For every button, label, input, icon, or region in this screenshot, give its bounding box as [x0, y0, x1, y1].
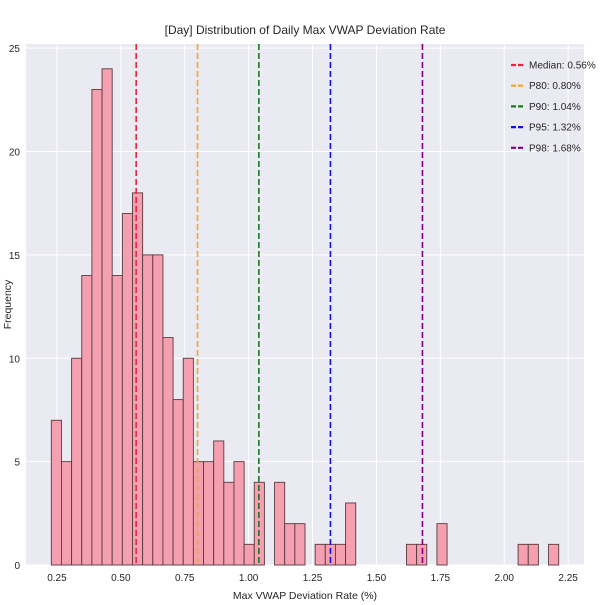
legend-label: P80: 0.80%: [529, 81, 581, 92]
histogram-bar: [61, 461, 73, 566]
histogram-bar: [314, 543, 326, 566]
histogram-bar: [50, 419, 62, 566]
histogram-bar: [223, 481, 235, 566]
x-axis-ticks: 0.25 0.50 0.75 1.00 1.25 1.50 1.75 2.00 2.25: [47, 573, 578, 584]
histogram-bar: [548, 543, 560, 566]
x-tick-label: 0.50: [111, 573, 131, 584]
y-axis-label: Frequency: [2, 279, 14, 329]
x-tick-label: 0.75: [175, 573, 195, 584]
x-tick-label: 2.00: [495, 573, 515, 584]
x-tick-label: 1.50: [367, 573, 387, 584]
histogram-bar: [91, 89, 103, 566]
legend-label: Median: 0.56%: [529, 61, 596, 72]
chart-title: [Day] Distribution of Daily Max VWAP Dev…: [165, 23, 446, 37]
histogram-bar: [233, 461, 245, 566]
legend: Median: 0.56% P80: 0.80% P90: 1.04% P95: 1.…: [511, 61, 596, 154]
legend-label: P95: 1.32%: [529, 123, 581, 134]
histogram-bar: [334, 543, 347, 566]
reference-lines: [135, 44, 424, 565]
y-tick-label: 25: [9, 44, 21, 55]
histogram-bar: [101, 68, 113, 566]
histogram-bar: [121, 213, 133, 566]
histogram-bar: [406, 543, 418, 566]
histogram-bars: [50, 68, 560, 566]
legend-item: P98: 1.68%: [511, 143, 581, 154]
x-tick-label: 0.25: [47, 573, 67, 584]
y-tick-label: 5: [14, 458, 20, 469]
histogram-bar: [152, 254, 164, 566]
histogram-bar: [192, 461, 204, 566]
legend-item: Median: 0.56%: [511, 61, 596, 72]
histogram-bar: [527, 543, 539, 566]
y-tick-label: 20: [9, 148, 21, 159]
histogram-bar: [172, 399, 184, 566]
histogram-bar: [162, 337, 174, 566]
histogram-bar: [132, 192, 144, 566]
histogram-bar: [213, 440, 225, 566]
histogram-bar: [203, 461, 215, 566]
histogram-bar: [436, 523, 448, 566]
legend-label: P90: 1.04%: [529, 102, 581, 113]
x-tick-label: 1.25: [303, 573, 323, 584]
x-tick-label: 1.75: [431, 573, 451, 584]
x-tick-label: 2.25: [558, 573, 578, 584]
legend-label: P98: 1.68%: [529, 143, 581, 154]
histogram-bar: [517, 543, 529, 566]
histogram-bar: [294, 523, 306, 566]
y-tick-label: 10: [9, 354, 21, 365]
y-axis-ticks: 0 5 10 15 20 25: [9, 44, 21, 572]
histogram-bar: [81, 275, 93, 566]
x-tick-label: 1.00: [239, 573, 259, 584]
x-axis-label: Max VWAP Deviation Rate (%): [233, 590, 377, 602]
legend-item: P90: 1.04%: [511, 102, 581, 113]
histogram-bar: [142, 254, 154, 566]
y-tick-label: 0: [14, 561, 20, 572]
histogram-bar: [284, 523, 296, 566]
histogram-bar: [71, 357, 83, 566]
legend-item: P80: 0.80%: [511, 81, 581, 92]
histogram-bar: [182, 357, 194, 566]
histogram-bar: [243, 543, 255, 566]
legend-item: P95: 1.32%: [511, 123, 581, 134]
y-tick-label: 15: [9, 251, 21, 262]
histogram-bar: [111, 275, 123, 566]
histogram-bar: [274, 481, 286, 566]
histogram-bar: [345, 502, 357, 566]
